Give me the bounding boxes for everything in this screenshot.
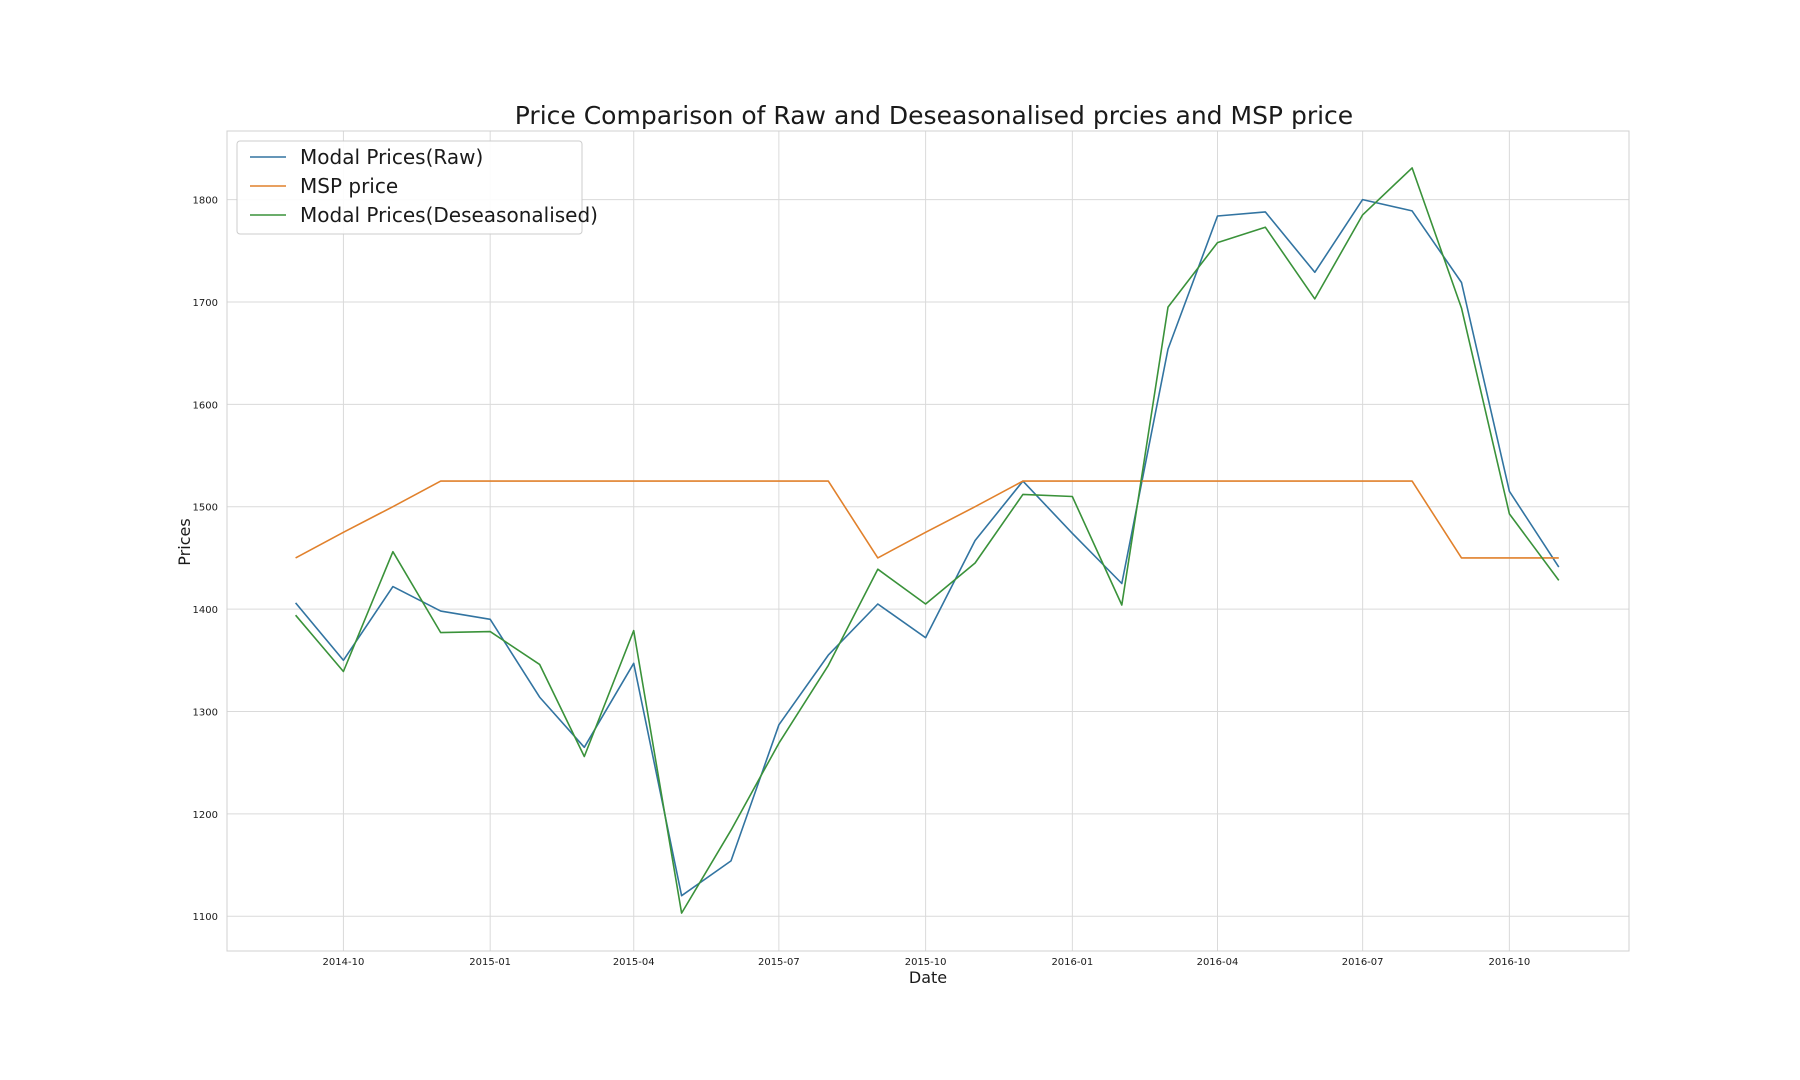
legend-label-raw: Modal Prices(Raw) (300, 145, 483, 169)
x-axis: 2014-10 2015-01 2015-04 2015-07 2015-10 2016-… (323, 957, 1531, 968)
y-tick-label: 1400 (193, 605, 218, 616)
y-tick-label: 1200 (193, 810, 218, 821)
y-tick-label: 1700 (193, 298, 218, 309)
legend-label-msp: MSP price (300, 174, 398, 198)
legend-box (236, 140, 583, 235)
series-line-msp (295, 480, 1559, 559)
x-tick-label: 2016-01 (1051, 957, 1093, 968)
y-tick-label: 1500 (193, 503, 218, 514)
y-tick-label: 1800 (193, 196, 218, 207)
x-tick-label: 2015-01 (469, 957, 511, 968)
x-axis-label: Date (909, 968, 947, 987)
plot-frame (226, 130, 1630, 952)
y-tick-label: 1600 (193, 400, 218, 411)
x-tick-label: 2014-10 (323, 957, 365, 968)
y-axis: 1100 1200 1300 1400 1500 1600 1700 1800 (193, 196, 218, 924)
chart-title: Price Comparison of Raw and Deseasonalis… (515, 101, 1353, 130)
y-tick-label: 1300 (193, 707, 218, 718)
plot-area (294, 167, 1560, 914)
x-tick-label: 2016-10 (1488, 957, 1530, 968)
y-axis-label: Prices (175, 518, 194, 565)
y-tick-label: 1100 (193, 912, 218, 923)
x-tick-label: 2016-04 (1197, 957, 1239, 968)
legend: Modal Prices(Raw) MSP price Modal Prices… (236, 140, 598, 235)
series-line-raw (294, 198, 1560, 897)
series-line-deseasonalised (294, 167, 1560, 914)
legend-label-deseasonalised: Modal Prices(Deseasonalised) (300, 203, 598, 227)
x-tick-label: 2016-07 (1342, 957, 1384, 968)
grid (227, 131, 1629, 951)
x-tick-label: 2015-10 (905, 957, 947, 968)
x-tick-label: 2015-04 (613, 957, 655, 968)
x-tick-label: 2015-07 (758, 957, 800, 968)
